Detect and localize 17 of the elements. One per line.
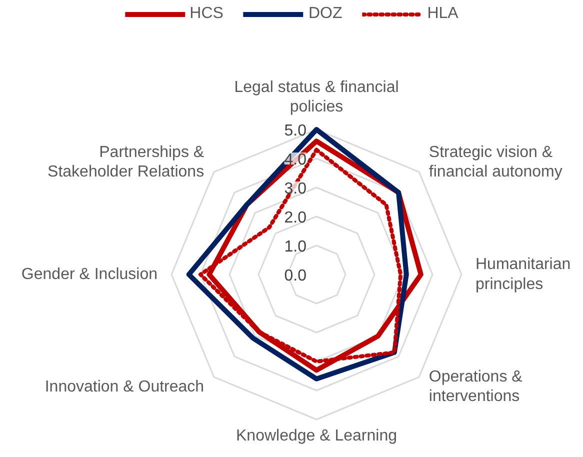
y-tick-label: 0.0 [284,268,307,284]
spoke-label: Gender & Inclusion [21,266,158,283]
y-tick-label: 5.0 [284,122,307,140]
spoke-label: Partnerships & Stakeholder Relations [48,144,204,180]
spoke-label: Humanitarian principles [476,256,571,293]
spoke-label: Operations & interventions [428,368,523,406]
spoke-label: Legal status & financial policies [234,78,399,116]
y-tick-label: 2.0 [284,210,307,226]
legend-label: HLA [427,5,458,23]
spoke-label: Innovation & Outreach [44,378,204,396]
legend-label: HCS [190,5,224,23]
y-tick-label: 1.0 [284,238,307,256]
spoke-label: Knowledge & Learning [236,428,398,444]
y-tick-label: 4.0 [284,152,307,168]
legend-label: DOZ [308,5,342,23]
y-tick-label: 3.0 [284,180,307,198]
spoke-label: Strategic vision & financial autonomy [428,144,562,180]
